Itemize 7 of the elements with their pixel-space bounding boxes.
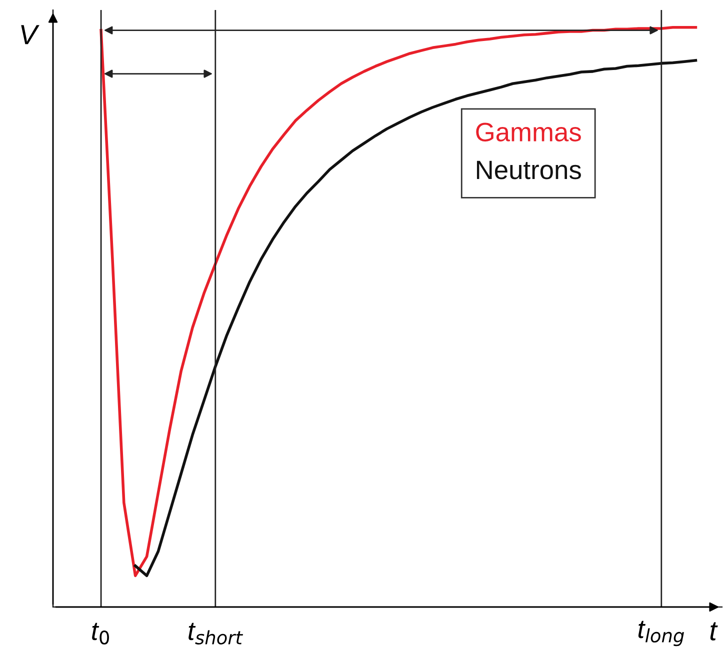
x-tick-label: t$_{0}$: [92, 622, 109, 645]
x-tick-label: t$_{long}$: [638, 620, 684, 646]
x-tick-label: t$_{short}$: [188, 622, 244, 645]
text: Gammas: [476, 122, 581, 142]
x-axis-title: t: [710, 622, 718, 640]
text: Neutrons: [476, 160, 581, 180]
y-axis-title: V: [21, 25, 40, 44]
